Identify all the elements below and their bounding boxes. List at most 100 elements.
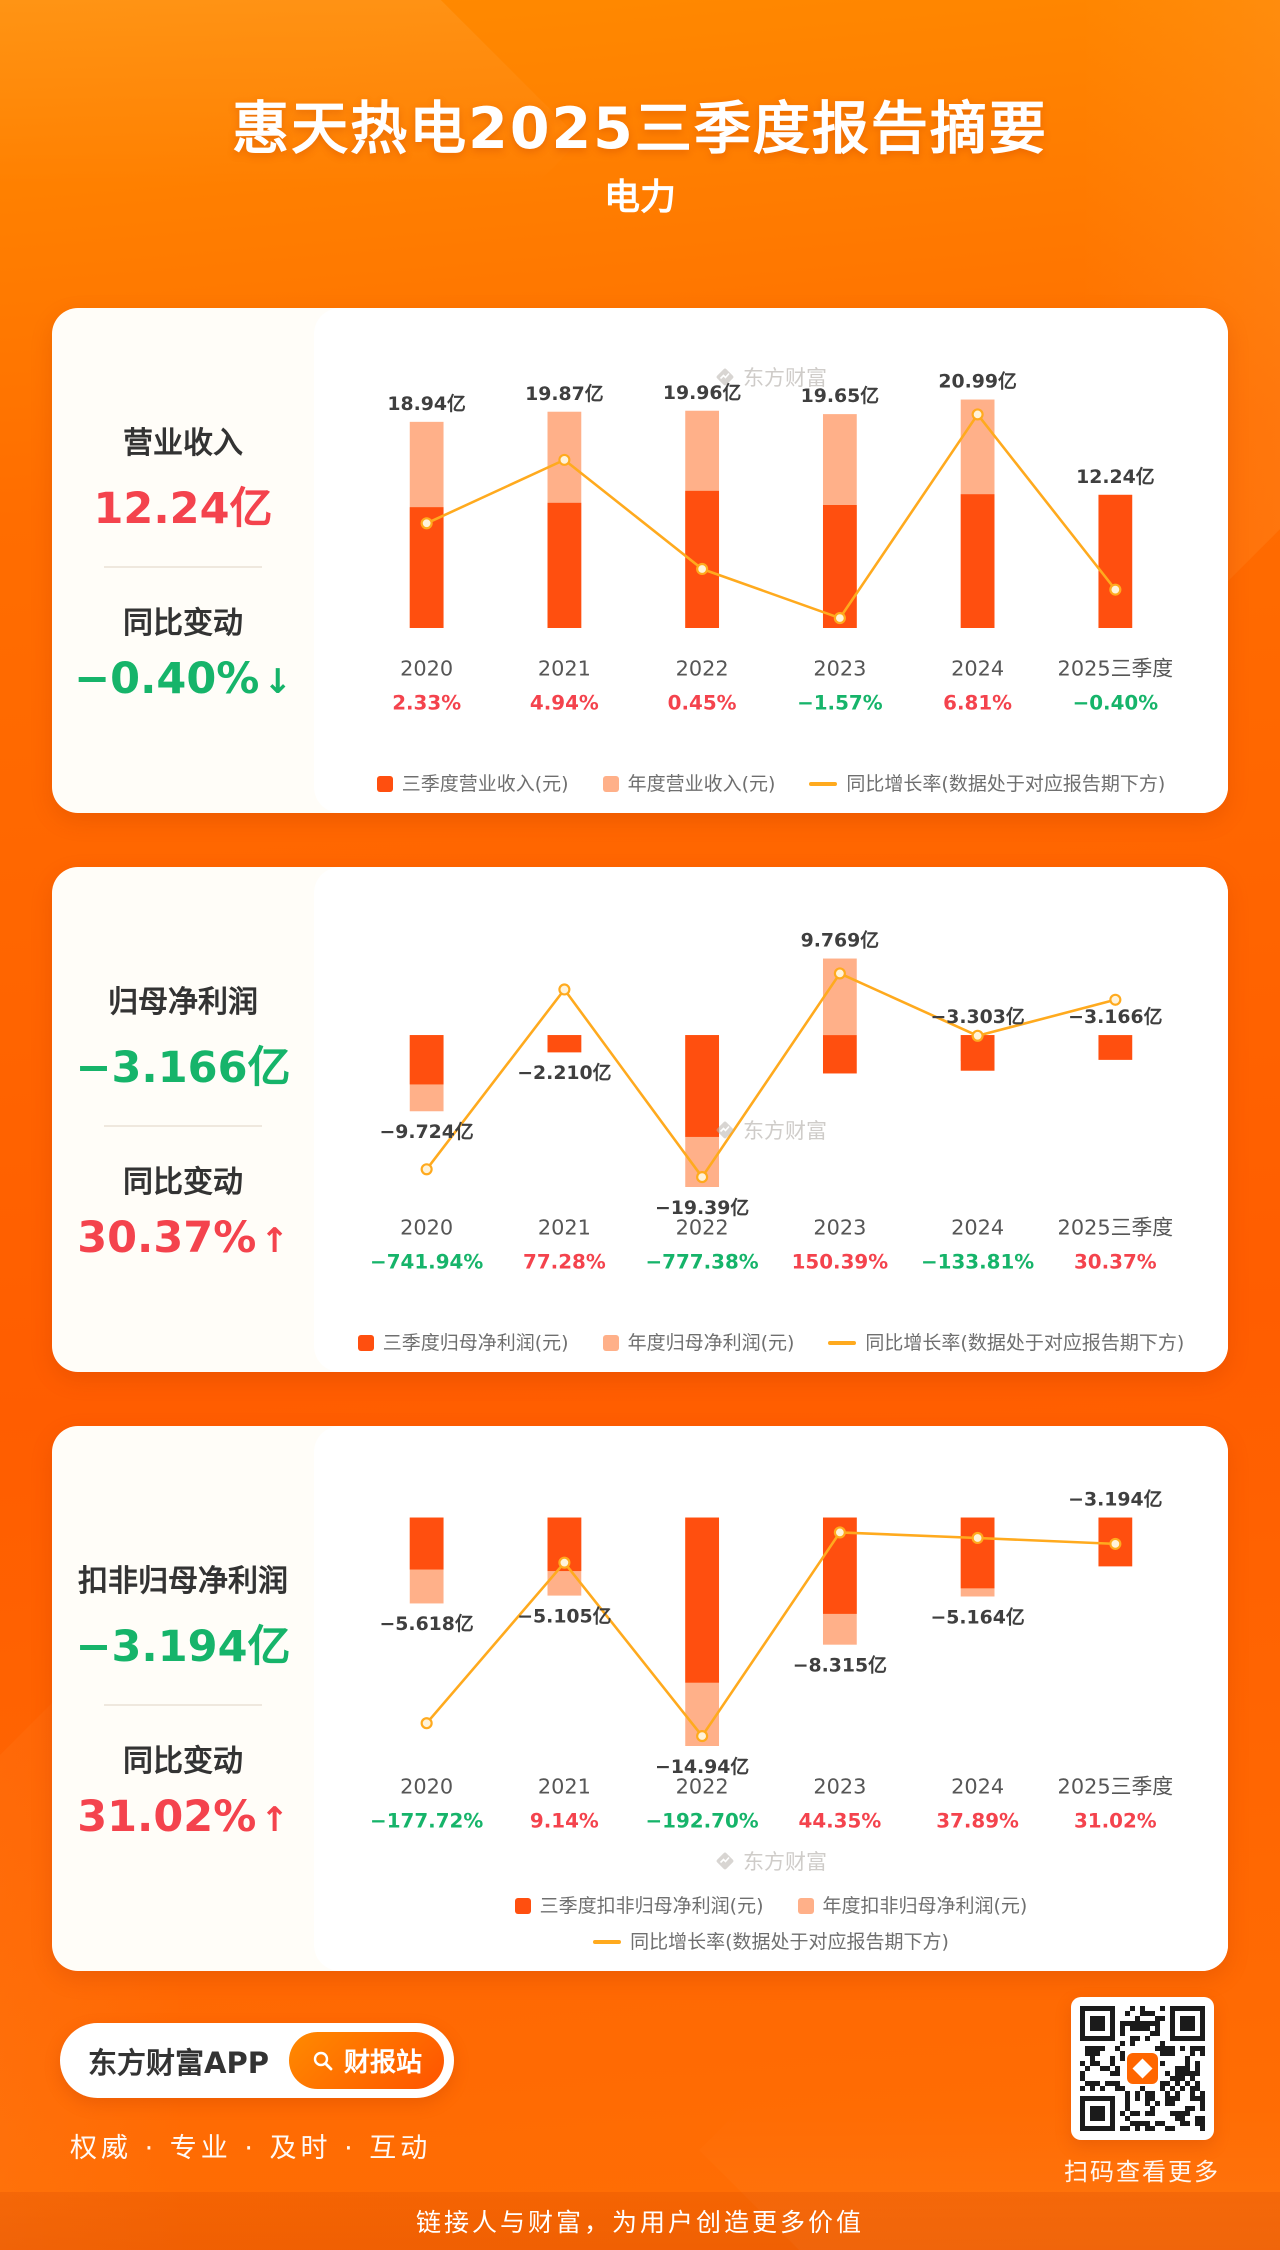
header: 惠天热电2025三季度报告摘要 电力 (0, 0, 1280, 222)
annual-bar-swatch (797, 1898, 814, 1914)
watermark: 东方财富 (715, 1846, 827, 1876)
chart-panel: 东方财富 18.94亿 19.87亿 19.96亿 19.65亿 20.99亿 12.24… (314, 308, 1228, 813)
divider (104, 565, 262, 568)
svg-text:2025三季度: 2025三季度 (1058, 1216, 1174, 1240)
svg-text:−3.303亿: −3.303亿 (930, 1005, 1024, 1028)
svg-text:2023: 2023 (813, 1775, 866, 1799)
q3-bar-swatch (357, 1335, 374, 1351)
svg-text:−133.81%: −133.81% (921, 1250, 1034, 1273)
app-pill[interactable]: 东方财富APP 财报站 (60, 2023, 454, 2098)
search-icon (313, 2051, 333, 2070)
metric-label: 归母净利润 (108, 984, 258, 1020)
svg-text:19.87亿: 19.87亿 (525, 382, 604, 405)
metric-value: −3.194亿 (75, 1621, 291, 1672)
svg-text:−177.72%: −177.72% (370, 1809, 483, 1832)
svg-text:2020: 2020 (400, 1775, 453, 1799)
card-non-gaap-net-profit: 扣非归母净利润 −3.194亿 同比变动 31.02% ↑ 东方财富 −5.618… (52, 1426, 1228, 1971)
non-gaap-net-profit-chart: −5.618亿 −5.105亿 −14.94亿 −8.315亿 −5.164亿 −3.19… (370, 1488, 1174, 1833)
cards: 营业收入 12.24亿 同比变动 −0.40% ↓ 东方财富 18.94亿 19.8… (52, 308, 1228, 1971)
page-subtitle: 电力 (603, 177, 676, 218)
svg-text:−19.39亿: −19.39亿 (655, 1196, 749, 1219)
svg-text:44.35%: 44.35% (799, 1809, 882, 1832)
change-value: −0.40% ↓ (74, 653, 292, 704)
svg-text:12.24亿: 12.24亿 (1076, 465, 1155, 488)
arrow-up-icon: ↑ (260, 1799, 289, 1840)
report-station-button[interactable]: 财报站 (288, 2032, 444, 2089)
chart-legend: 三季度扣非归母净利润(元) 年度扣非归母净利润(元) 同比增长率(数据处于对应报… (324, 1893, 1218, 1955)
svg-text:2022: 2022 (676, 1216, 729, 1240)
svg-text:2021: 2021 (538, 657, 591, 681)
change-label: 同比变动 (123, 1164, 243, 1200)
svg-text:2.33%: 2.33% (392, 691, 461, 714)
arrow-down-icon: ↓ (263, 661, 292, 702)
legend-item: 同比增长率(数据处于对应报告期下方) (593, 1929, 949, 1955)
net-profit-chart: −9.724亿 −2.210亿 −19.39亿 9.769亿 −3.303亿 −3.166… (370, 929, 1174, 1274)
metric-panel: 营业收入 12.24亿 同比变动 −0.40% ↓ (52, 308, 314, 813)
svg-text:19.96亿: 19.96亿 (663, 381, 742, 404)
svg-text:−9.724亿: −9.724亿 (379, 1120, 473, 1143)
metric-value: −3.166亿 (75, 1042, 291, 1093)
svg-text:−2.210亿: −2.210亿 (517, 1061, 611, 1084)
annual-bar-swatch (602, 1335, 619, 1351)
svg-text:2024: 2024 (951, 1216, 1004, 1240)
annual-bar-swatch (602, 776, 619, 792)
legend-item: 年度扣非归母净利润(元) (797, 1893, 1027, 1919)
legend-item: 年度营业收入(元) (602, 771, 775, 797)
svg-text:2022: 2022 (676, 657, 729, 681)
bottom-bar: 链接人与财富，为用户创造更多价值 (0, 2192, 1280, 2250)
chart-legend: 三季度归母净利润(元) 年度归母净利润(元) 同比增长率(数据处于对应报告期下方… (324, 1330, 1218, 1356)
svg-text:2025三季度: 2025三季度 (1058, 657, 1174, 681)
legend-item: 年度归母净利润(元) (602, 1330, 794, 1356)
eastmoney-logo-icon (716, 1852, 734, 1870)
svg-text:150.39%: 150.39% (792, 1250, 889, 1273)
svg-text:−5.105亿: −5.105亿 (517, 1604, 611, 1627)
svg-text:−3.166亿: −3.166亿 (1068, 1005, 1162, 1028)
chart-legend: 三季度营业收入(元) 年度营业收入(元) 同比增长率(数据处于对应报告期下方) (324, 771, 1218, 797)
svg-text:30.37%: 30.37% (1074, 1250, 1157, 1273)
svg-text:2022: 2022 (676, 1775, 729, 1799)
svg-text:−3.194亿: −3.194亿 (1068, 1488, 1162, 1511)
app-name: 东方财富APP (88, 2045, 269, 2080)
svg-text:18.94亿: 18.94亿 (387, 392, 466, 415)
svg-text:−5.618亿: −5.618亿 (379, 1612, 473, 1635)
svg-text:31.02%: 31.02% (1074, 1809, 1157, 1832)
footer: 东方财富APP 财报站 权威 · 专业 · 及时 · 互动 扫码查看更多 (60, 1997, 1220, 2187)
svg-text:2024: 2024 (951, 657, 1004, 681)
legend-item: 三季度归母净利润(元) (357, 1330, 569, 1356)
tagline: 权威 · 专业 · 及时 · 互动 (70, 2133, 432, 2164)
change-value: 31.02% ↑ (77, 1791, 289, 1842)
metric-value: 12.24亿 (93, 483, 273, 534)
svg-text:20.99亿: 20.99亿 (938, 370, 1017, 393)
arrow-up-icon: ↑ (260, 1220, 289, 1261)
svg-text:−8.315亿: −8.315亿 (793, 1654, 887, 1677)
svg-text:−14.94亿: −14.94亿 (655, 1755, 749, 1778)
svg-text:2023: 2023 (813, 657, 866, 681)
qr-caption: 扫码查看更多 (1064, 2158, 1220, 2186)
qr-code-image (1079, 2006, 1205, 2131)
card-operating-revenue: 营业收入 12.24亿 同比变动 −0.40% ↓ 东方财富 18.94亿 19.8… (52, 308, 1228, 813)
svg-text:4.94%: 4.94% (530, 691, 599, 714)
legend-item: 三季度营业收入(元) (376, 771, 569, 797)
metric-panel: 归母净利润 −3.166亿 同比变动 30.37% ↑ (52, 867, 314, 1372)
svg-text:9.14%: 9.14% (530, 1809, 599, 1832)
metric-label: 扣非归母净利润 (78, 1563, 288, 1599)
chart-panel: 东方财富 −5.618亿 −5.105亿 −14.94亿 −8.315亿 −5.164亿… (314, 1426, 1228, 1971)
svg-text:2025三季度: 2025三季度 (1058, 1775, 1174, 1799)
bottom-bar-text: 链接人与财富，为用户创造更多价值 (415, 2208, 864, 2237)
q3-bar-swatch (514, 1898, 531, 1914)
svg-text:0.45%: 0.45% (668, 691, 737, 714)
svg-text:−5.164亿: −5.164亿 (930, 1605, 1024, 1628)
svg-text:−741.94%: −741.94% (370, 1250, 483, 1273)
svg-text:2024: 2024 (951, 1775, 1004, 1799)
legend-item: 三季度扣非归母净利润(元) (514, 1893, 764, 1919)
qr-code (1070, 1997, 1214, 2140)
app-promo: 东方财富APP 财报站 权威 · 专业 · 及时 · 互动 (60, 2023, 454, 2165)
svg-text:37.89%: 37.89% (936, 1809, 1019, 1832)
svg-text:9.769亿: 9.769亿 (801, 929, 880, 952)
chart-panel: 东方财富 −9.724亿 −2.210亿 −19.39亿 9.769亿 −3.303亿 −… (314, 867, 1228, 1372)
svg-text:−0.40%: −0.40% (1073, 691, 1159, 714)
page-title: 惠天热电2025三季度报告摘要 (232, 96, 1048, 162)
revenue-chart: 18.94亿 19.87亿 19.96亿 19.65亿 20.99亿 12.24亿 2020… (387, 370, 1174, 715)
svg-text:6.81%: 6.81% (943, 691, 1012, 714)
divider (104, 1703, 262, 1706)
